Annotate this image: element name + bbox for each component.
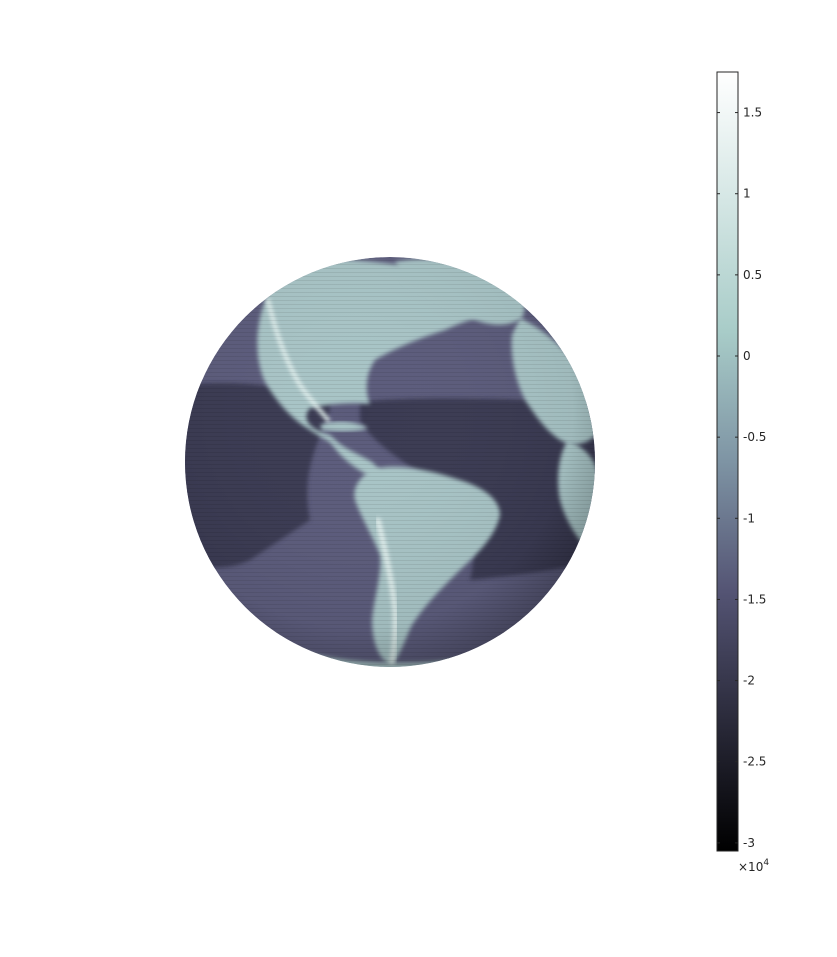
colorbar-tick-label: 1 [743, 187, 751, 201]
globe-surface[interactable] [180, 250, 600, 680]
colorbar-tick-label: 0.5 [743, 268, 762, 282]
colorbar-tick-label: -2.5 [743, 755, 766, 769]
colorbar-tick-label: -0.5 [743, 430, 766, 444]
colorbar-tick-label: 1.5 [743, 106, 762, 120]
colorbar-tick-label: -2 [743, 674, 755, 688]
colorbar-tick-label: -1.5 [743, 592, 766, 606]
colorbar: 1.5 1 0.5 0 -0.5 -1 -1.5 -2 -2.5 -3 ×104 [716, 71, 769, 874]
colorbar-gradient [716, 71, 739, 852]
colorbar-tick-label: -3 [743, 836, 755, 850]
colorbar-tick-label: 0 [743, 349, 751, 363]
colorbar-tick-label: -1 [743, 511, 755, 525]
colorbar-exponent: ×104 [738, 858, 769, 874]
globe-shading [185, 257, 595, 667]
colorbar-ticks: 1.5 1 0.5 0 -0.5 -1 -1.5 -2 -2.5 -3 [717, 106, 766, 850]
